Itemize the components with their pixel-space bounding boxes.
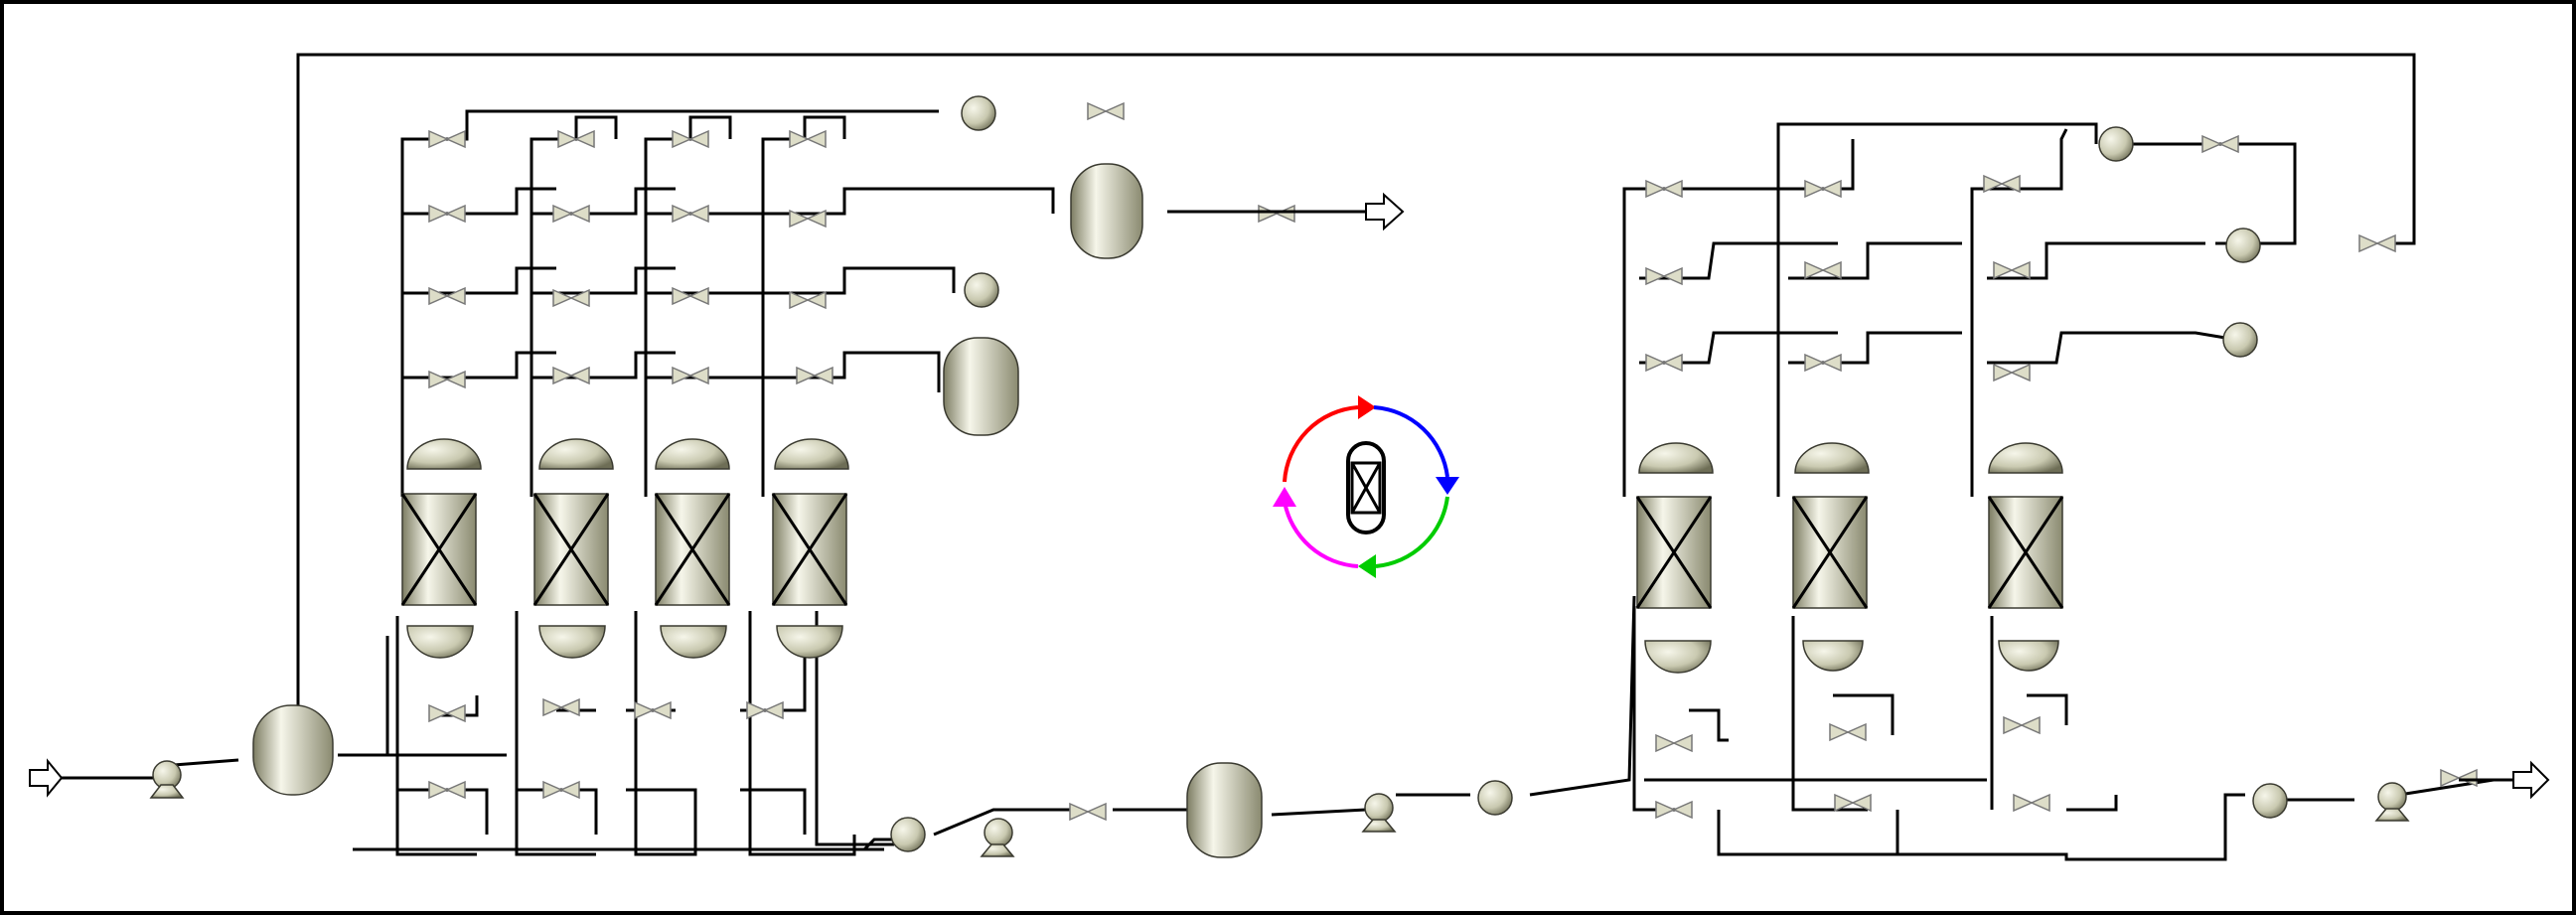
valve [2013,794,2050,812]
arrow-right-icon [1365,192,1405,231]
bed-bottom-head [1998,640,2059,672]
bed-bottom-head [776,625,843,659]
bed-top-head [1638,442,1714,474]
valve [1645,354,1683,372]
valve [1087,102,1125,120]
compressor [2098,126,2134,162]
valve [542,698,580,716]
valve [428,704,466,722]
valve [672,205,709,223]
right-train-equipment [1635,126,2410,822]
valve [1993,261,2031,279]
compressor [964,272,999,308]
valve [1804,354,1842,372]
left-train-piping [338,109,1055,856]
stream-arrows [29,192,2550,800]
right-train-piping [1529,122,2495,861]
left-train-equipment [149,95,1513,858]
valve [552,367,590,384]
arrow-right-icon [29,758,64,798]
bed-bottom-head [1644,640,1712,674]
compressor [961,95,996,131]
bottom-header [353,838,894,851]
valve [428,130,466,148]
product-tank [1070,163,1143,259]
bed-top-head [655,438,730,470]
valve [746,701,784,719]
bed-top-head [538,438,614,470]
recycle-pipe [296,53,2416,705]
valve [428,205,466,223]
valve [1645,180,1683,198]
valve [672,287,709,305]
valve [2201,135,2239,153]
bed-bottom-head [1802,640,1864,672]
valve [1829,723,1867,741]
valve [2358,234,2396,252]
compressor [2225,228,2261,263]
pump [2377,782,2407,812]
compressor [1477,780,1513,816]
bed-bottom-head [538,625,606,659]
valve [2440,769,2478,787]
valve [542,781,580,799]
valve [428,781,466,799]
valve [796,367,833,384]
valve [2003,716,2041,734]
arrow-right-icon [2512,760,2550,800]
valve [428,287,466,305]
pump [1364,793,1394,823]
compressor [2252,783,2288,819]
valve [1655,801,1693,819]
purge-tank [943,337,1019,436]
valve [1645,267,1683,285]
valve [1258,205,1295,223]
bed-bottom-head [660,625,727,659]
valve [1804,261,1842,279]
pump [984,818,1013,847]
bed-top-head [1794,442,1870,474]
compressor [890,817,926,852]
valve [1069,803,1107,821]
bed-bottom-head [406,625,474,659]
valve [1993,364,2031,381]
valve [789,130,827,148]
compressor [2222,322,2258,358]
bed-top-head [406,438,482,470]
buffer-tank [1186,762,1263,858]
bed-top-head [774,438,849,470]
cycle-icon [1273,395,1459,578]
valve [1655,734,1693,752]
valve [1804,180,1842,198]
valve [672,367,709,384]
bed-top-head [1988,442,2063,474]
feed-tank [252,704,334,796]
valve [428,371,466,388]
right-train-valves [1645,135,2478,819]
valve [634,701,672,719]
valve [552,205,590,223]
